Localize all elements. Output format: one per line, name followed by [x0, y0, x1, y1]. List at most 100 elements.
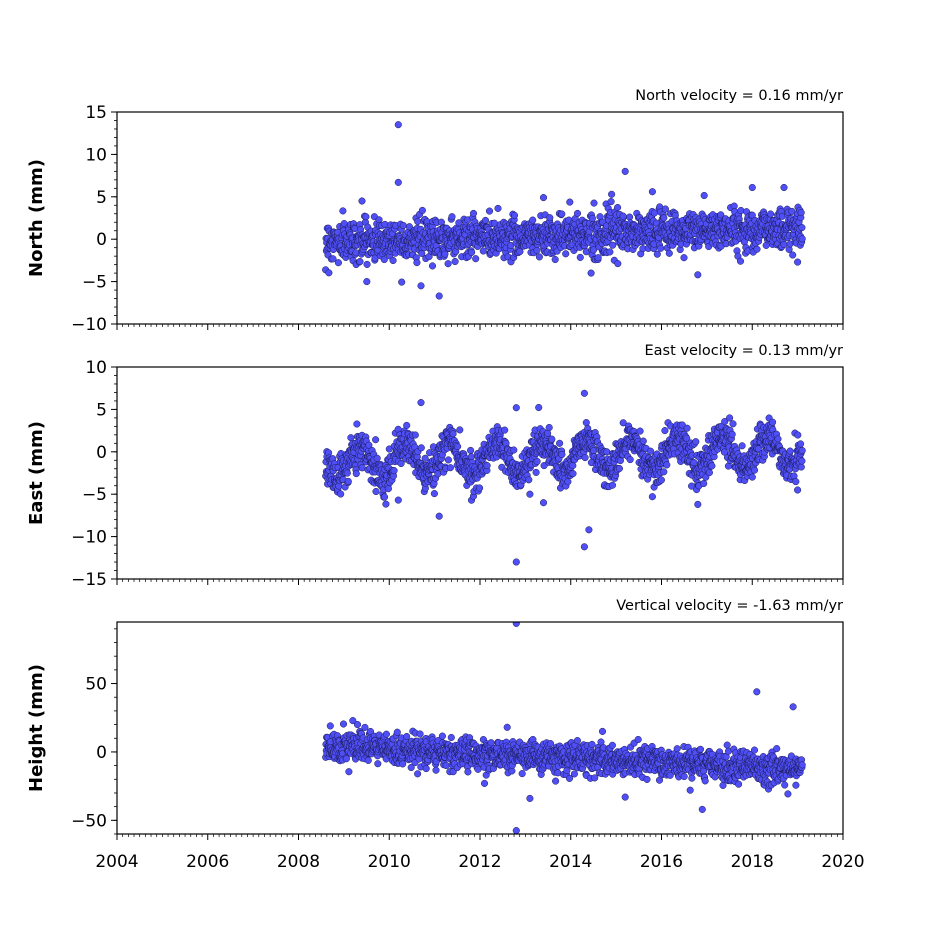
data-point — [683, 424, 691, 432]
y-tick-label: 10 — [85, 145, 107, 165]
data-point — [607, 198, 615, 206]
outlier-point — [526, 794, 534, 802]
data-point — [696, 745, 705, 753]
data-point — [356, 258, 364, 266]
data-point — [750, 466, 759, 474]
data-point — [325, 269, 333, 277]
data-point — [798, 235, 806, 243]
data-point — [748, 473, 756, 481]
outlier-point — [694, 500, 702, 508]
data-point — [399, 760, 407, 768]
data-point — [663, 461, 671, 469]
data-point — [594, 254, 602, 262]
data-point — [643, 775, 651, 783]
outlier-point — [353, 721, 362, 729]
outlier-point — [794, 258, 802, 266]
data-point — [728, 430, 736, 438]
data-point — [792, 478, 800, 486]
data-point — [446, 464, 454, 472]
outlier-point — [648, 493, 656, 501]
data-point — [729, 420, 737, 428]
data-point — [349, 717, 357, 725]
data-point — [339, 207, 347, 215]
data-point — [636, 427, 644, 435]
data-point — [414, 217, 422, 226]
data-point — [363, 260, 371, 268]
outlier-point — [780, 183, 788, 192]
data-point — [510, 211, 519, 219]
data-point — [688, 482, 696, 490]
data-point — [588, 740, 596, 748]
y-tick-label: −15 — [71, 570, 107, 590]
outlier-point — [394, 178, 402, 186]
data-point — [661, 205, 669, 213]
data-point — [444, 260, 452, 268]
outlier-point — [394, 121, 402, 129]
data-point — [405, 223, 413, 231]
data-point — [608, 481, 617, 489]
data-point — [352, 470, 360, 478]
outlier-point — [417, 282, 425, 290]
data-point — [723, 741, 731, 749]
series-points — [322, 121, 806, 300]
data-point — [657, 476, 665, 484]
data-point — [532, 468, 540, 476]
data-point — [403, 421, 411, 429]
data-point — [468, 248, 476, 256]
data-point — [798, 761, 806, 769]
data-point — [418, 206, 426, 214]
data-point — [384, 485, 392, 493]
outlier-point — [794, 486, 802, 494]
outlier-point — [698, 805, 706, 813]
data-point — [441, 250, 449, 258]
data-point — [797, 440, 805, 448]
y-tick-label: −50 — [71, 811, 107, 831]
outlier-point — [598, 727, 607, 735]
data-point — [389, 256, 397, 265]
data-point — [798, 446, 806, 455]
outlier-point — [480, 779, 489, 787]
outlier-point — [526, 490, 534, 498]
data-point — [562, 250, 570, 258]
data-point — [653, 250, 661, 258]
data-point — [398, 278, 406, 286]
data-point — [753, 245, 761, 253]
data-point — [591, 774, 599, 782]
outlier-point — [539, 194, 548, 202]
data-point — [619, 419, 627, 427]
data-point — [719, 781, 727, 789]
data-point — [451, 257, 459, 266]
data-point — [551, 255, 559, 264]
data-point — [786, 447, 794, 455]
data-point — [342, 755, 350, 763]
data-point — [680, 254, 688, 262]
data-point — [481, 216, 490, 224]
data-point — [397, 459, 405, 468]
data-point — [374, 760, 382, 768]
data-point — [372, 487, 380, 496]
data-point — [556, 439, 564, 447]
data-point — [569, 470, 577, 478]
data-point — [582, 419, 590, 427]
data-point — [798, 457, 806, 465]
data-point — [688, 774, 696, 782]
data-point — [353, 420, 361, 428]
data-point — [380, 493, 389, 501]
data-point — [483, 462, 491, 470]
outlier-point — [394, 496, 402, 504]
y-axis-label: North (mm) — [26, 159, 47, 277]
data-point — [363, 278, 371, 286]
data-point — [736, 257, 745, 265]
data-point — [345, 768, 353, 776]
data-point — [479, 247, 487, 255]
data-point — [343, 469, 351, 477]
data-point — [548, 435, 556, 443]
outlier-point — [585, 526, 593, 534]
data-point — [769, 418, 777, 426]
data-point — [573, 209, 582, 217]
data-point — [566, 198, 574, 206]
y-tick-label: 5 — [96, 400, 107, 420]
data-point — [525, 476, 533, 484]
